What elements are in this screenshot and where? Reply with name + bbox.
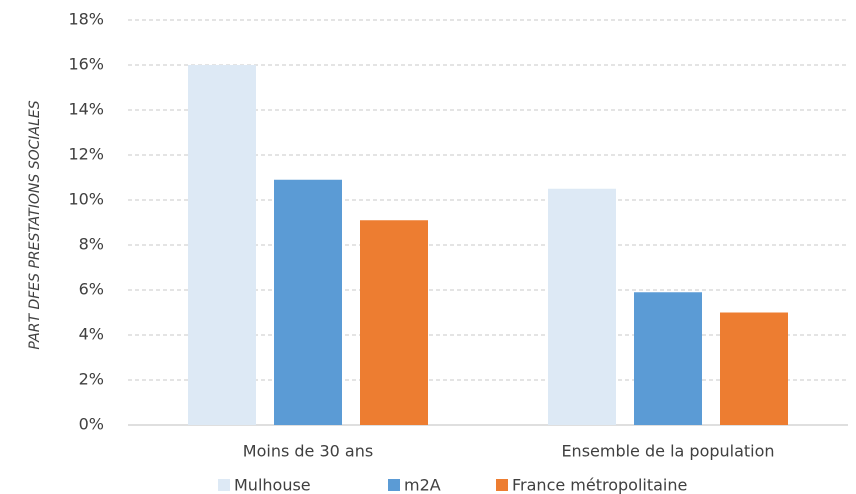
x-tick-label: Moins de 30 ans: [243, 442, 373, 461]
legend-label: Mulhouse: [234, 476, 311, 494]
legend-label: France métropolitaine: [512, 476, 687, 494]
y-tick-label: 8%: [79, 235, 104, 254]
y-tick-label: 12%: [68, 145, 104, 164]
bar: [548, 188, 616, 425]
bar: [274, 179, 342, 425]
x-tick-label: Ensemble de la population: [561, 442, 774, 461]
y-tick-label: 18%: [68, 10, 104, 29]
y-tick-label: 2%: [79, 370, 104, 389]
y-tick-label: 10%: [68, 190, 104, 209]
legend-swatch: [388, 479, 400, 491]
legend-swatch: [496, 479, 508, 491]
bar: [720, 312, 788, 425]
y-tick-label: 4%: [79, 325, 104, 344]
y-tick-label: 16%: [68, 55, 104, 74]
y-tick-label: 6%: [79, 280, 104, 299]
legend-swatch: [218, 479, 230, 491]
y-axis-label: PART DFES PRESTATIONS SOCIALES: [27, 100, 43, 349]
legend-label: m2A: [404, 476, 441, 494]
bar: [188, 65, 256, 425]
bar: [634, 292, 702, 425]
bar: [360, 220, 428, 425]
y-tick-label: 14%: [68, 100, 104, 119]
y-tick-label: 0%: [79, 415, 104, 434]
